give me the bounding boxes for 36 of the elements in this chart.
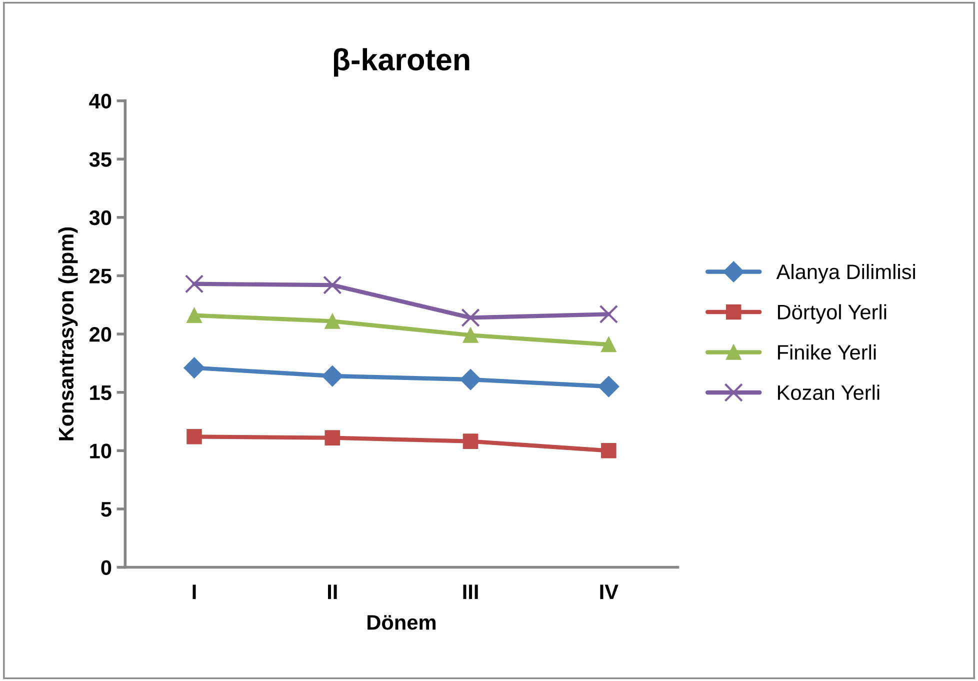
y-tick-label: 5 (101, 502, 112, 517)
point (460, 368, 482, 390)
point (598, 376, 620, 398)
y-tick-label: 40 (89, 94, 112, 109)
point (322, 366, 343, 387)
x-axis-title: Dönem (368, 615, 436, 630)
x-tick-label: II (328, 584, 337, 600)
y-tick-label: 30 (89, 210, 112, 226)
point (186, 429, 202, 444)
legend-label: Finike Yerli (778, 344, 876, 360)
x-tick-label: I (192, 584, 196, 600)
legend-label: Dörtyol Yerli (778, 304, 886, 324)
point (184, 274, 204, 294)
y-tick-label: 35 (89, 152, 112, 167)
point (461, 308, 480, 328)
x-tick-label: IV (600, 584, 618, 600)
y-axis-title: Konsantrasyon (ppm) (58, 227, 78, 440)
legend-label: Alanya Dilimlisi (776, 264, 915, 284)
point (601, 336, 616, 352)
point (324, 430, 340, 446)
point (599, 304, 618, 324)
point (186, 308, 202, 324)
x-tick-label: III (463, 584, 478, 600)
y-tick-label: 25 (90, 268, 112, 284)
point (184, 357, 205, 378)
y-tick-label: 20 (90, 327, 112, 342)
point (323, 276, 342, 294)
point (462, 434, 478, 449)
y-tick-label: 15 (90, 386, 112, 400)
legend-label: Kozan Yerli (778, 384, 880, 400)
chart-title: β-karoten (334, 48, 470, 77)
point (601, 443, 616, 458)
y-tick-label: 0 (101, 560, 112, 576)
point (324, 314, 340, 329)
y-tick-label: 10 (90, 444, 112, 458)
point (462, 328, 478, 343)
